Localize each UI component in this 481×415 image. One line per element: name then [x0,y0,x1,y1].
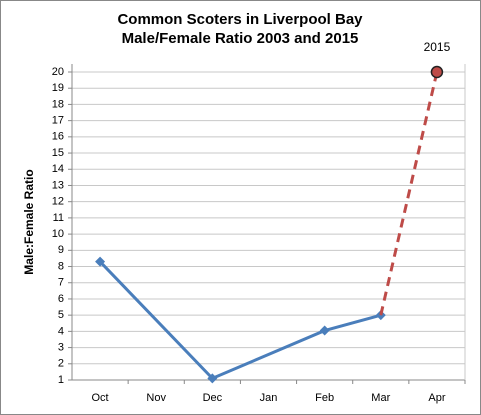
series-line [98,260,382,381]
y-tick-label: 11 [53,212,64,224]
series-line [379,71,439,316]
annotation: 2015 [424,40,451,54]
y-axis-title: Male:Female Ratio [22,169,36,274]
y-tick-label: 18 [52,98,64,110]
x-tick-label: Jan [260,392,278,404]
y-tick-label: 19 [52,82,64,94]
y-tick-label: 16 [52,131,64,143]
y-tick-label: 4 [58,325,64,337]
y-tick-label: 17 [52,115,64,127]
point [430,65,444,79]
chart-title: Common Scoters in Liverpool Bay [117,11,363,28]
y-tick-label: 20 [52,66,64,78]
y-tick-label: 3 [58,341,64,353]
y-tick-label: 2 [58,358,64,370]
point [95,256,106,267]
y-tick-label: 5 [58,309,64,321]
x-tick-label: Feb [315,392,334,404]
y-tick-label: 8 [58,260,64,272]
x-tick-label: Nov [146,392,166,404]
x-tick-label: Oct [92,392,109,404]
chart-title: Male/Female Ratio 2003 and 2015 [122,30,359,47]
y-tick-label: 9 [58,244,64,256]
y-tick-label: 15 [52,147,64,159]
y-tick-label: 7 [58,277,64,289]
x-tick-label: Dec [203,392,223,404]
y-tick-label: 6 [58,293,64,305]
point [319,325,330,336]
y-tick-label: 14 [52,163,64,175]
y-tick-label: 12 [52,196,64,208]
y-tick-label: 10 [52,228,64,240]
point [207,373,218,384]
x-tick-label: Apr [428,392,445,404]
y-tick-label: 1 [58,374,64,386]
y-tick-label: 13 [52,179,64,191]
x-tick-label: Mar [371,392,390,404]
